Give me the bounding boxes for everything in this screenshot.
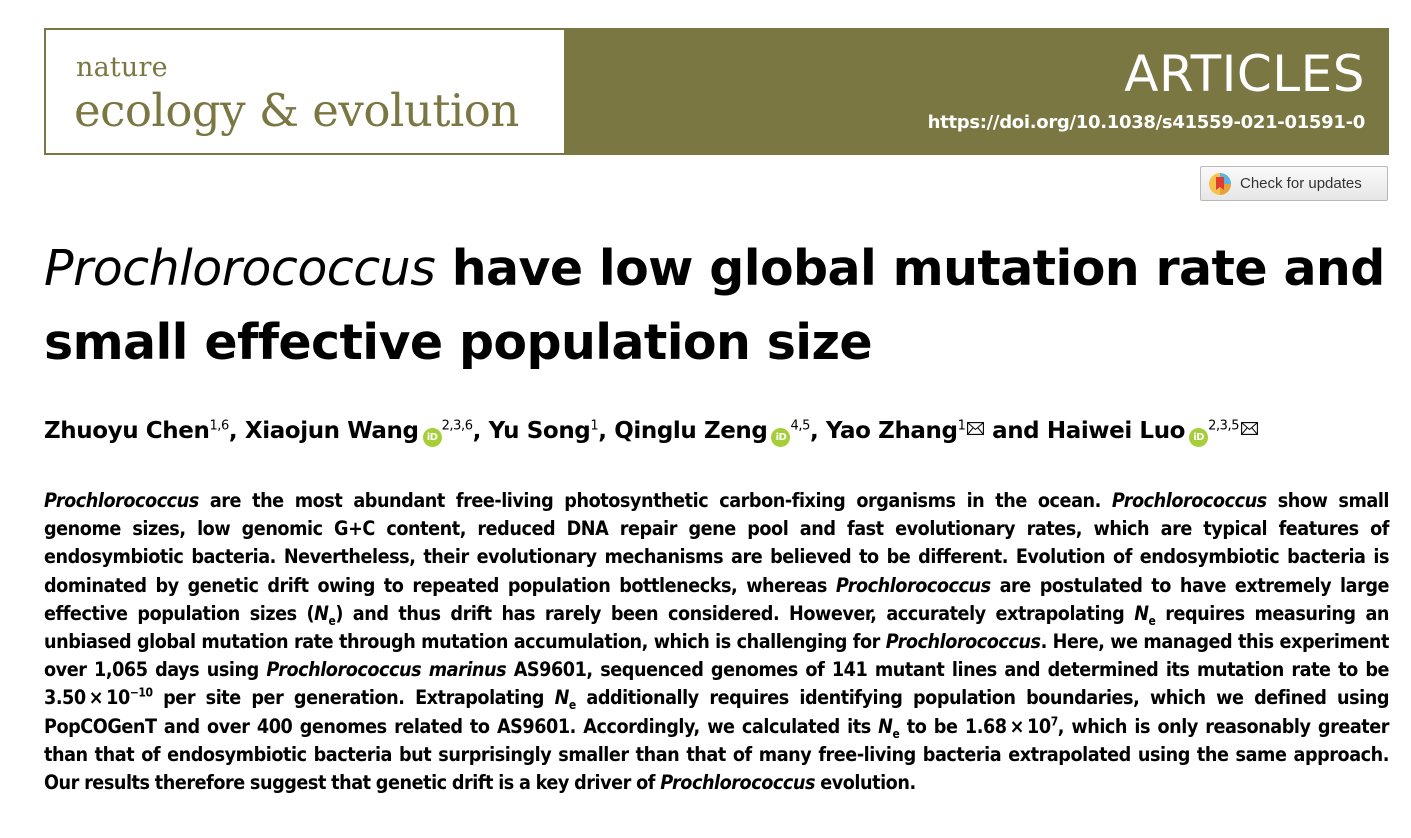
journal-logo[interactable]: nature ecology & evolution: [44, 28, 564, 155]
mail-icon[interactable]: [967, 422, 985, 435]
abstract-text: Prochlorococcus: [885, 630, 1041, 654]
abstract: Prochlorococcus are the most abundant fr…: [44, 487, 1389, 797]
author-affiliation: 4,5: [790, 418, 810, 434]
article-title: Prochlorococcus have low global mutation…: [44, 232, 1404, 380]
abstract-text: are the most abundant free-living photos…: [198, 489, 1112, 512]
check-for-updates-icon: [1209, 172, 1231, 195]
abstract-text: N: [878, 714, 893, 738]
author-list: Zhuoyu Chen1,6, Xiaojun Wang iD2,3,6, Yu …: [44, 418, 1404, 447]
mail-icon[interactable]: [1241, 422, 1259, 435]
abstract-text: e: [328, 613, 336, 628]
abstract-text: ) and thus drift has rarely been conside…: [335, 601, 1135, 625]
abstract-text: N: [554, 686, 570, 710]
abstract-text: are postulated to have extremely large e…: [44, 573, 1389, 625]
author-name: Yu Song: [488, 418, 591, 444]
orcid-icon[interactable]: iD: [771, 428, 791, 447]
author-affiliation: 2,3,6: [441, 418, 473, 434]
author-name: Haiwei Luo: [1046, 418, 1186, 444]
abstract-text: Prochlorococcus: [835, 573, 991, 597]
abstract-text: , which is only reasonably greater than …: [44, 714, 1390, 795]
author-separator: ,: [472, 418, 489, 444]
doi-link[interactable]: https://doi.org/10.1038/s41559-021-01591…: [927, 112, 1366, 133]
author-affiliation: 1: [590, 418, 599, 434]
journal-header: nature ecology & evolution ARTICLES http…: [44, 28, 1389, 155]
abstract-text: e: [892, 726, 900, 741]
author-separator: ,: [598, 418, 615, 444]
author-separator: ,: [228, 418, 245, 444]
abstract-text: Prochlorococcus: [660, 771, 816, 795]
author-3[interactable]: Yu Song1: [489, 418, 599, 444]
abstract-text: Prochlorococcus: [44, 489, 199, 512]
author-5[interactable]: Yao Zhang1: [826, 418, 985, 444]
journal-name-small: nature: [76, 52, 168, 83]
author-6[interactable]: Haiwei Luo iD2,3,5: [1046, 418, 1259, 447]
abstract-text: N: [314, 601, 329, 625]
author-separator: and: [984, 418, 1047, 444]
abstract-text: . Here, we managed this experiment over …: [44, 630, 1389, 682]
author-2[interactable]: Xiaojun Wang iD2,3,6: [244, 418, 473, 447]
abstract-text: 7: [1050, 714, 1059, 729]
abstract-text: Prochlorococcus marinus: [266, 658, 507, 682]
abstract-text: requires measuring an unbiased global mu…: [44, 601, 1389, 654]
author-1[interactable]: Zhuoyu Chen1,6: [44, 418, 229, 444]
abstract-text: N: [1134, 601, 1149, 625]
orcid-icon[interactable]: iD: [422, 428, 442, 447]
title-rest: have low global mutation rate and small …: [44, 240, 1385, 371]
abstract-text: addi­tionally requires identifying popul…: [44, 686, 1390, 738]
section-banner: ARTICLES https://doi.org/10.1038/s41559-…: [564, 28, 1389, 155]
check-for-updates-button[interactable]: Check for updates: [1200, 166, 1388, 201]
abstract-text: Prochlorococcus: [1111, 489, 1267, 512]
abstract-text: e: [1148, 613, 1156, 628]
orcid-icon[interactable]: iD: [1189, 428, 1209, 447]
author-name: Yao Zhang: [825, 418, 958, 444]
journal-name-big: ecology & evolution: [74, 84, 519, 137]
author-separator: ,: [809, 418, 826, 444]
author-name: Qinglu Zeng: [614, 418, 768, 444]
abstract-text: −10: [129, 685, 153, 700]
abstract-text: AS9601, sequenced genomes of 141 mutant …: [44, 658, 1390, 710]
abstract-text: show small genome sizes, low genomic G+C…: [44, 489, 1390, 597]
author-4[interactable]: Qinglu Zeng iD4,5: [614, 418, 810, 447]
abstract-text: e: [568, 698, 576, 713]
abstract-text: per site per generation. Extrapolating: [152, 686, 555, 710]
author-name: Xiaojun Wang: [244, 418, 419, 444]
section-label: ARTICLES: [1124, 45, 1365, 103]
author-name: Zhuoyu Chen: [44, 418, 210, 444]
author-affiliation: 1: [957, 418, 966, 434]
abstract-text: evolution.: [815, 771, 916, 795]
author-affiliation: 1,6: [209, 418, 229, 434]
title-italic: Prochlorococcus: [44, 240, 436, 297]
check-for-updates-label: Check for updates: [1240, 175, 1362, 192]
author-affiliation: 2,3,5: [1208, 418, 1240, 434]
abstract-text: to be 1.68 × 10: [899, 714, 1051, 738]
